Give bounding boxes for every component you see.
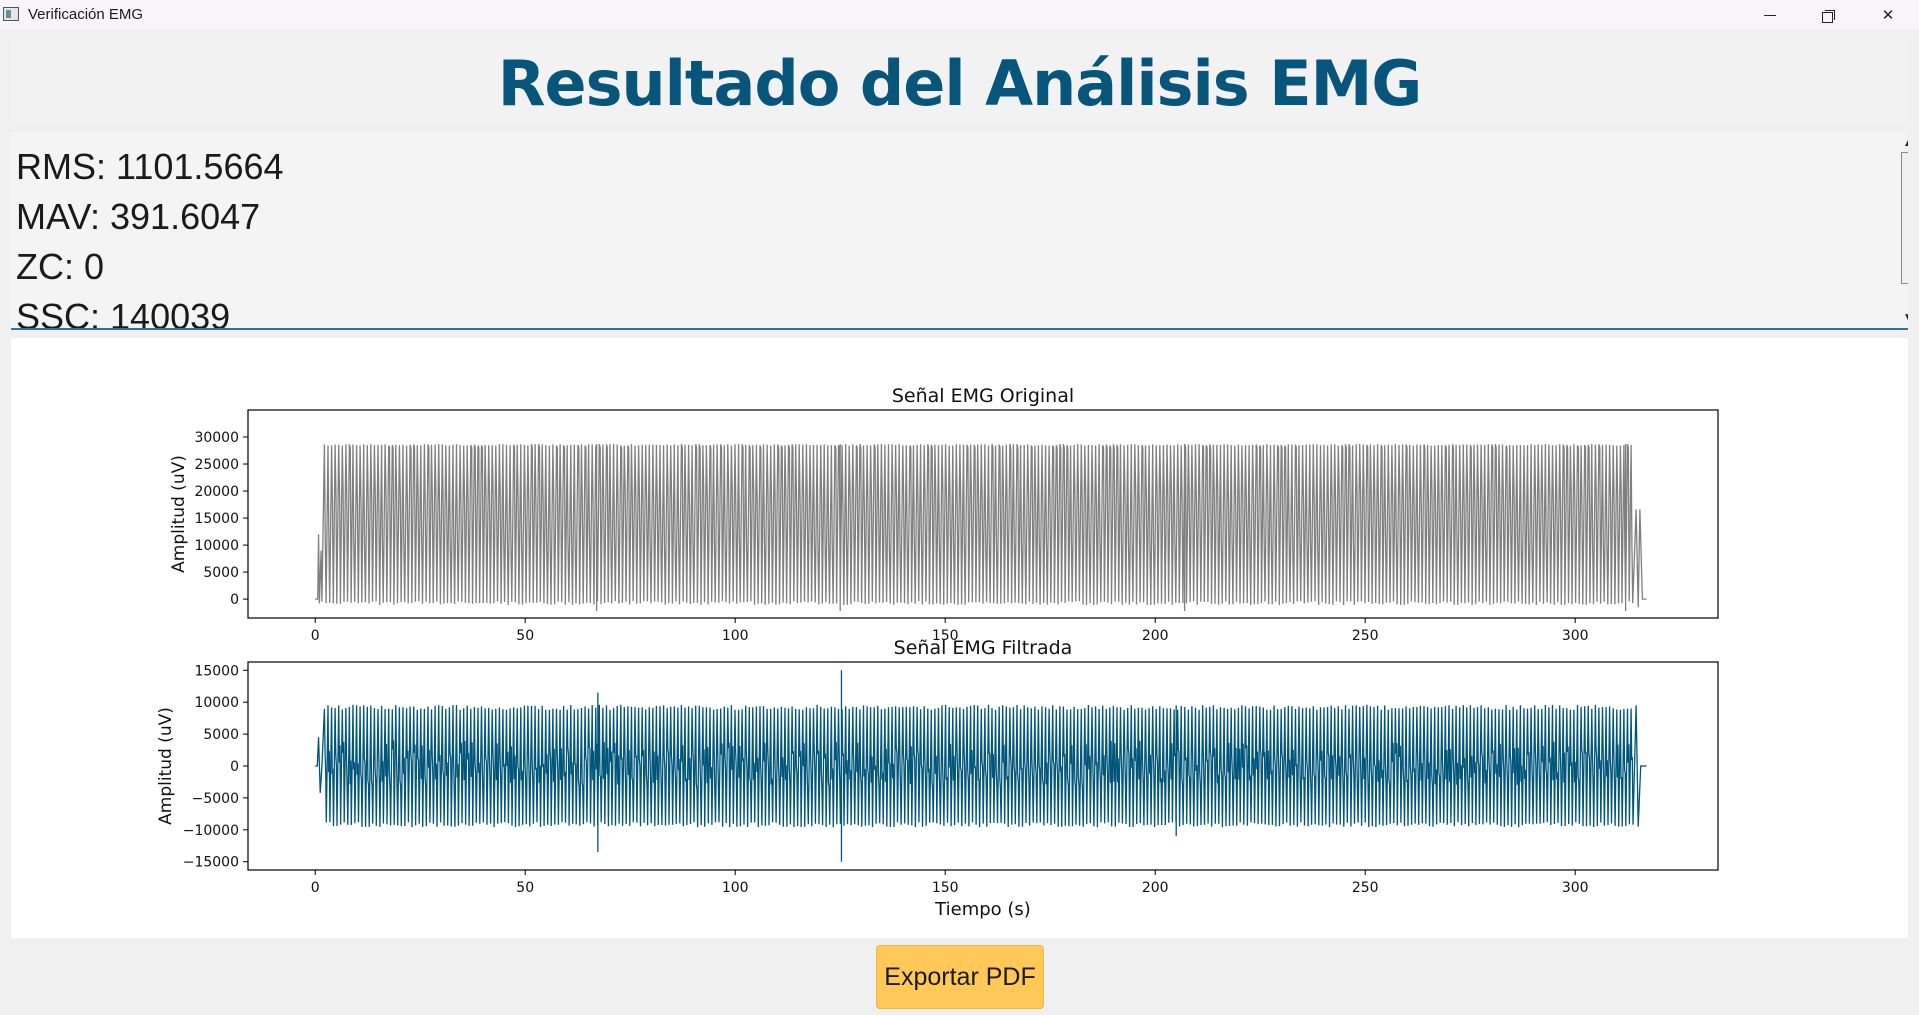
chart1-ytick-label: 20000 bbox=[194, 484, 239, 500]
metric-rms: RMS: 1101.5664 bbox=[16, 146, 284, 187]
chart1-series-line bbox=[315, 443, 1647, 611]
chart1-title: Señal EMG Original bbox=[892, 385, 1074, 407]
chart2-xlabel: Tiempo (s) bbox=[934, 899, 1031, 920]
chart2-xtick-label: 100 bbox=[722, 880, 749, 896]
chart2-ytick-label: −5000 bbox=[192, 791, 239, 807]
app-icon bbox=[3, 7, 19, 21]
chart2-xtick-label: 0 bbox=[311, 880, 320, 896]
close-button[interactable]: ✕ bbox=[1860, 0, 1916, 30]
chart1-frame bbox=[247, 409, 1719, 619]
metric-zc: ZC: 0 bbox=[16, 246, 105, 287]
chart1-ytick-label: 30000 bbox=[194, 430, 239, 446]
scroll-up-arrow-icon[interactable]: ▲ bbox=[1898, 134, 1908, 152]
chart1-ytick-label: 0 bbox=[230, 592, 239, 608]
chart2-series-line bbox=[315, 670, 1647, 862]
chart-panel: Señal EMG Original 0 50 100 150 200 250 300 0 500… bbox=[11, 338, 1908, 938]
chart1-ylabel: Amplitud (uV) bbox=[169, 455, 189, 573]
minimize-button[interactable] bbox=[1742, 0, 1798, 30]
chart2-ytick-label: 5000 bbox=[203, 727, 239, 743]
restore-button[interactable] bbox=[1800, 0, 1856, 30]
title-bar: Verificación EMG ✕ bbox=[0, 0, 1919, 30]
metrics-lines: RMS: 1101.5664 MAV: 391.6047 ZC: 0 SSC: … bbox=[16, 142, 284, 330]
chart1-ytick-label: 5000 bbox=[203, 565, 239, 581]
chart1-ytick-label: 15000 bbox=[194, 511, 239, 527]
metrics-scrollbar[interactable]: ▲ ▼ bbox=[1898, 132, 1908, 328]
metric-ssc: SSC: 140039 bbox=[16, 296, 231, 330]
restore-icon bbox=[1822, 9, 1835, 23]
close-icon: ✕ bbox=[1881, 7, 1895, 24]
chart2-xtick-label: 50 bbox=[516, 880, 534, 896]
chart1-xtick-label: 100 bbox=[722, 628, 749, 644]
export-pdf-button[interactable]: Exportar PDF bbox=[876, 945, 1044, 1009]
minimize-icon bbox=[1764, 15, 1776, 16]
chart1-ytick-label: 10000 bbox=[194, 538, 239, 554]
chart1-xtick-label: 50 bbox=[516, 628, 534, 644]
window-title: Verificación EMG bbox=[28, 6, 144, 23]
chart1-xtick-label: 300 bbox=[1562, 628, 1589, 644]
page-title: Resultado del Análisis EMG bbox=[497, 46, 1422, 120]
scroll-down-arrow-icon[interactable]: ▼ bbox=[1898, 308, 1908, 326]
chart2-ytick-label: −10000 bbox=[183, 823, 239, 839]
chart2-xtick-label: 200 bbox=[1142, 880, 1169, 896]
chart1-xtick-label: 200 bbox=[1142, 628, 1169, 644]
chart2-ytick-label: 0 bbox=[230, 759, 239, 775]
scroll-thumb[interactable] bbox=[1901, 152, 1908, 284]
chart2-frame bbox=[247, 661, 1719, 871]
chart1-xtick-label: 0 bbox=[311, 628, 320, 644]
metrics-text-area[interactable]: RMS: 1101.5664 MAV: 391.6047 ZC: 0 SSC: … bbox=[11, 132, 1908, 330]
chart2-xtick-label: 300 bbox=[1562, 880, 1589, 896]
chart2-xtick-label: 150 bbox=[932, 880, 959, 896]
chart2-xtick-label: 250 bbox=[1352, 880, 1379, 896]
chart1-ytick-label: 25000 bbox=[194, 457, 239, 473]
chart2-ytick-label: −15000 bbox=[183, 855, 239, 871]
chart2-title: Señal EMG Filtrada bbox=[894, 637, 1073, 659]
chart1-xtick-label: 150 bbox=[932, 628, 959, 644]
chart2-ylabel: Amplitud (uV) bbox=[156, 707, 176, 825]
chart1-xtick-label: 250 bbox=[1352, 628, 1379, 644]
metric-mav: MAV: 391.6047 bbox=[16, 196, 261, 237]
chart2-ytick-label: 10000 bbox=[194, 695, 239, 711]
header-panel: Resultado del Análisis EMG bbox=[11, 41, 1908, 125]
chart2-ytick-label: 15000 bbox=[194, 663, 239, 679]
